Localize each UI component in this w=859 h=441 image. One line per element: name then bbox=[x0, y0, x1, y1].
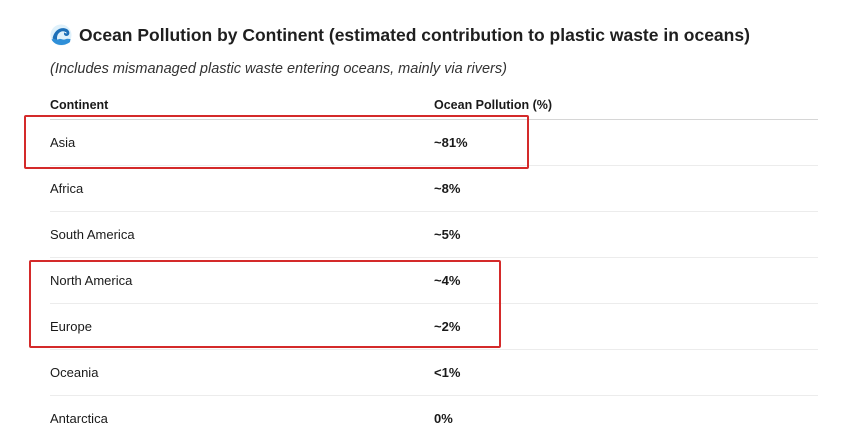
page-title-row: Ocean Pollution by Continent (estimated … bbox=[50, 22, 750, 48]
continent-cell: Africa bbox=[50, 181, 84, 196]
continent-cell: Asia bbox=[50, 135, 76, 150]
water-wave-icon bbox=[50, 24, 72, 46]
continent-cell: South America bbox=[50, 227, 135, 242]
pollution-table: Continent Ocean Pollution (%) Asia ~81% … bbox=[50, 90, 818, 441]
continent-cell: North America bbox=[50, 273, 133, 288]
continent-cell: Antarctica bbox=[50, 411, 108, 426]
pollution-cell: 0% bbox=[434, 411, 453, 426]
table-header-row: Continent Ocean Pollution (%) bbox=[50, 90, 818, 120]
continent-cell: Europe bbox=[50, 319, 92, 334]
continent-cell: Oceania bbox=[50, 365, 99, 380]
table-row: North America ~4% bbox=[50, 258, 818, 304]
table-row: South America ~5% bbox=[50, 212, 818, 258]
pollution-cell: ~8% bbox=[434, 181, 461, 196]
pollution-cell: ~2% bbox=[434, 319, 461, 334]
table-row: Antarctica 0% bbox=[50, 396, 818, 441]
column-header-pollution: Ocean Pollution (%) bbox=[434, 97, 553, 112]
table-row: Africa ~8% bbox=[50, 166, 818, 212]
table-row: Asia ~81% bbox=[50, 120, 818, 166]
column-header-continent: Continent bbox=[50, 97, 109, 112]
table-row: Europe ~2% bbox=[50, 304, 818, 350]
pollution-cell: ~4% bbox=[434, 273, 461, 288]
page-subtitle: (Includes mismanaged plastic waste enter… bbox=[50, 61, 507, 77]
table-row: Oceania <1% bbox=[50, 350, 818, 396]
page-title: Ocean Pollution by Continent (estimated … bbox=[79, 24, 750, 45]
pollution-cell: ~81% bbox=[434, 135, 468, 150]
pollution-cell: <1% bbox=[434, 365, 461, 380]
pollution-cell: ~5% bbox=[434, 227, 461, 242]
